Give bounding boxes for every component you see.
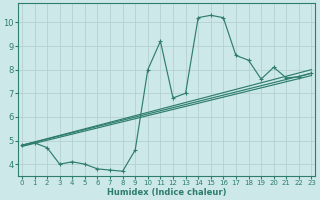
- X-axis label: Humidex (Indice chaleur): Humidex (Indice chaleur): [107, 188, 227, 197]
